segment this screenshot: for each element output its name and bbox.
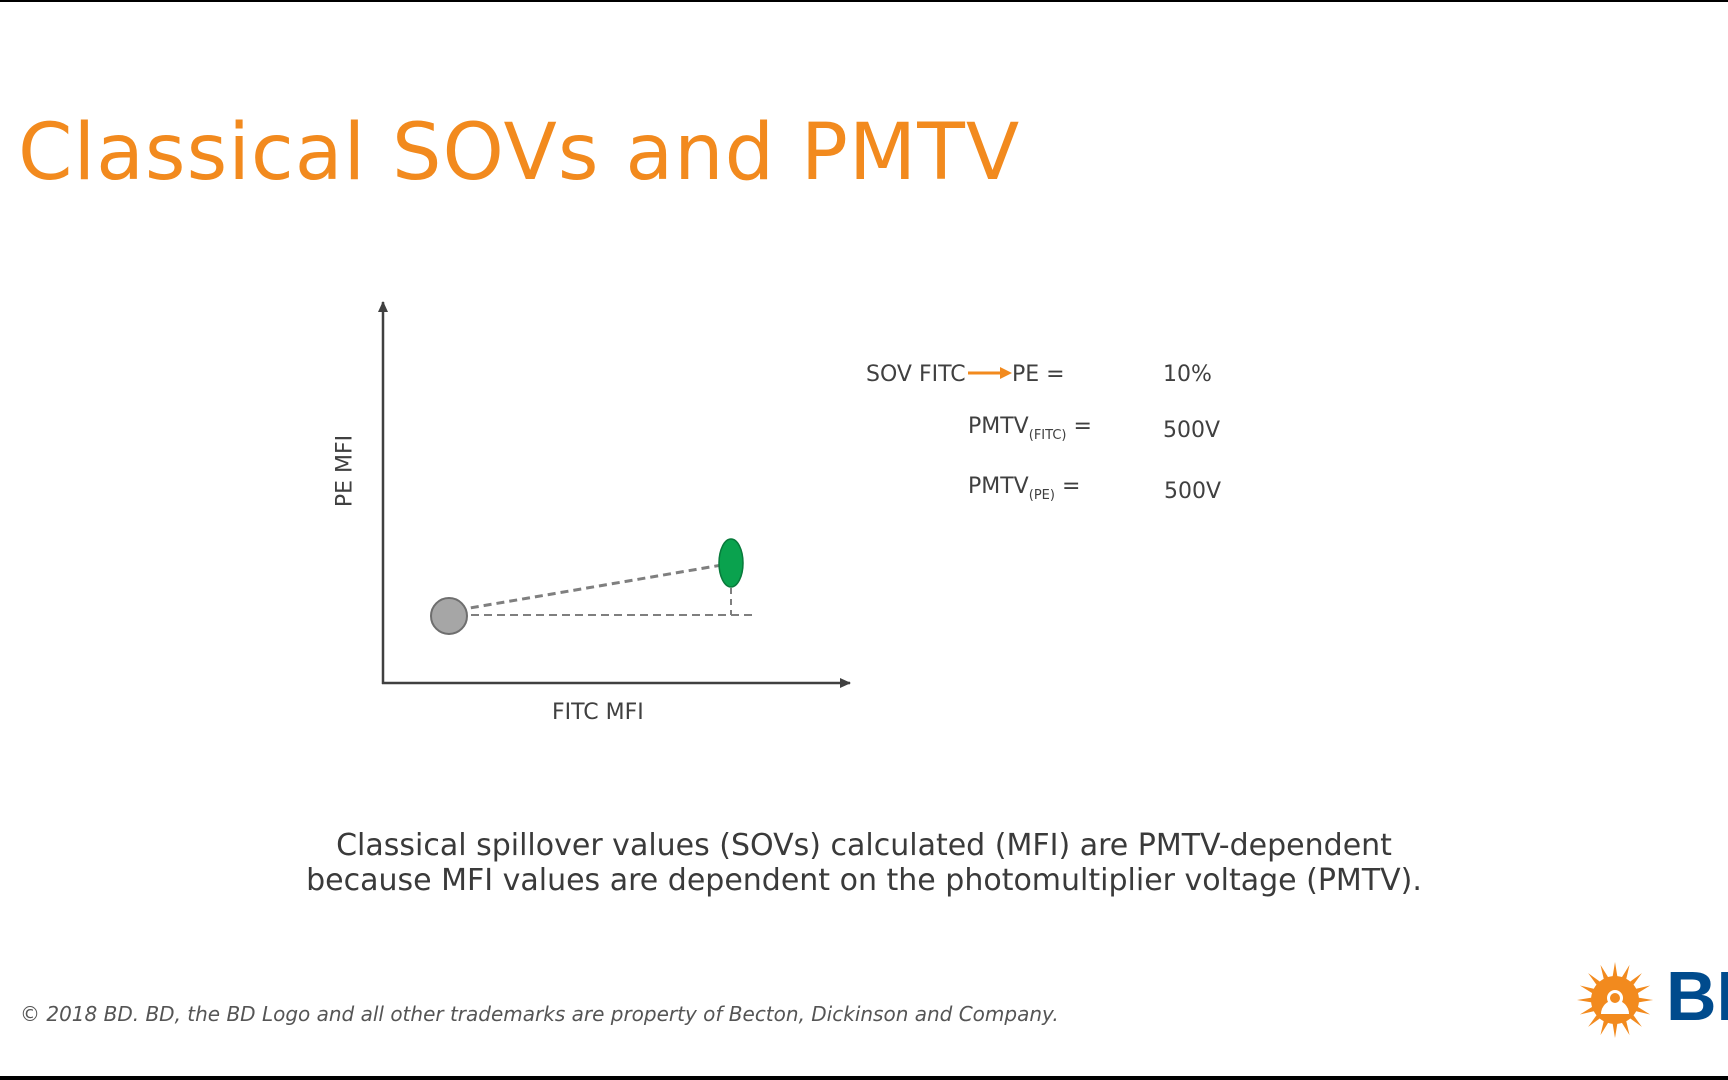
pmtv-fitc-equals: = [1066, 414, 1092, 439]
sov-value: 10% [1163, 362, 1212, 387]
pmtv-fitc-value: 500V [1163, 418, 1221, 443]
caption-line-1: Classical spillover values (SOVs) calcul… [336, 828, 1392, 863]
fitc-positive-population [718, 538, 744, 588]
x-axis-label: FITC MFI [552, 700, 644, 725]
slide-caption: Classical spillover values (SOVs) calcul… [0, 828, 1728, 898]
pmtv-pe-value: 500V [1164, 479, 1222, 504]
pmtv-fitc-text: PMTV [968, 414, 1029, 439]
pmtv-pe-text: PMTV [968, 474, 1029, 499]
sov-target-label: PE = [1012, 362, 1065, 387]
copyright-footer: © 2018 BD. BD, the BD Logo and all other… [20, 1002, 1059, 1026]
y-axis-label: PE MFI [332, 434, 358, 508]
negative-population [430, 597, 468, 635]
caption-line-2: because MFI values are dependent on the … [306, 863, 1422, 898]
pmtv-fitc-label: PMTV(FITC) = [968, 414, 1092, 443]
bd-sunburst-icon [1577, 962, 1653, 1038]
pmtv-fitc-subscript: (FITC) [1028, 428, 1067, 443]
orange-arrow-icon [968, 367, 1012, 379]
bd-logo-text: BD [1666, 957, 1728, 1035]
slide-title: Classical SOVs and PMTV [18, 108, 1021, 198]
pmtv-pe-subscript: (PE) [1028, 488, 1055, 503]
pmtv-pe-equals: = [1054, 474, 1081, 499]
spillover-dashed-line [457, 563, 723, 612]
sov-label: SOV FITC [866, 362, 966, 387]
pmtv-pe-label: PMTV(PE) = [968, 474, 1080, 503]
